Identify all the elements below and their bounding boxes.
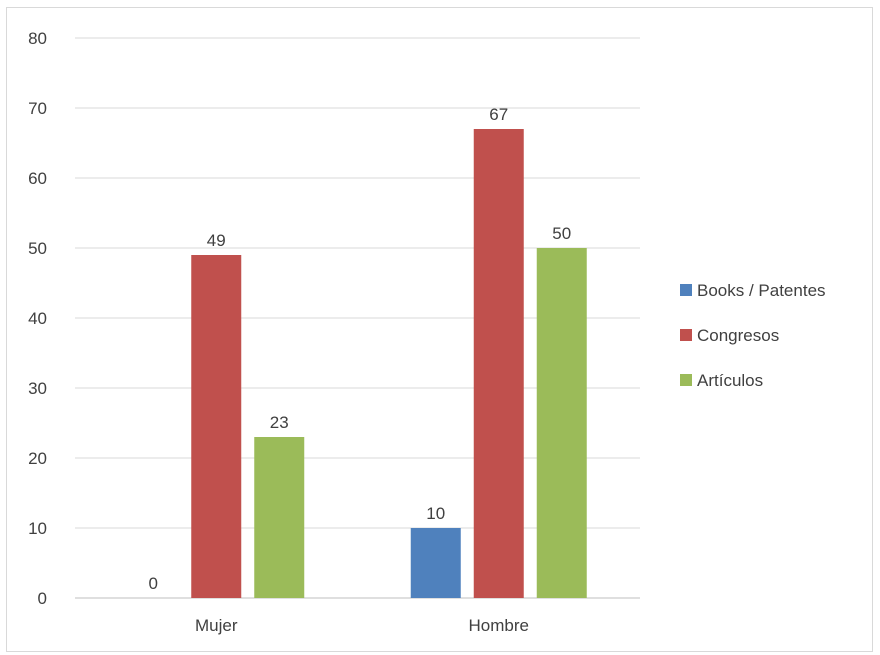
y-axis-tick-labels: 0 10 20 30 40 50 60 70 80: [28, 29, 47, 608]
y-tick-label: 20: [28, 449, 47, 468]
data-label: 67: [489, 105, 508, 124]
y-tick-label: 30: [28, 379, 47, 398]
chart-frame: [6, 7, 873, 652]
y-tick-label: 50: [28, 239, 47, 258]
data-label: 49: [207, 231, 226, 250]
bar: [191, 255, 242, 598]
y-tick-label: 40: [28, 309, 47, 328]
x-tick-label: Mujer: [195, 616, 238, 635]
bar: [254, 437, 305, 598]
legend-swatch: [680, 374, 692, 386]
data-label: 10: [426, 504, 445, 523]
legend-item: Congresos: [680, 326, 779, 345]
y-tick-label: 70: [28, 99, 47, 118]
bar: [410, 528, 461, 598]
legend-label: Congresos: [697, 326, 779, 345]
x-tick-label: Hombre: [469, 616, 529, 635]
data-label: 0: [149, 574, 158, 593]
legend-item: Artículos: [680, 371, 763, 390]
data-label: 23: [270, 413, 289, 432]
bars: [191, 129, 587, 598]
legend: Books / Patentes Congresos Artículos: [680, 281, 826, 390]
legend-item: Books / Patentes: [680, 281, 826, 300]
legend-swatch: [680, 284, 692, 296]
legend-swatch: [680, 329, 692, 341]
y-tick-label: 0: [38, 589, 47, 608]
legend-label: Artículos: [697, 371, 763, 390]
x-axis-tick-labels: Mujer Hombre: [195, 616, 529, 635]
data-labels: 0 49 23 10 67 50: [149, 105, 572, 593]
y-tick-label: 60: [28, 169, 47, 188]
bar: [473, 129, 524, 598]
y-tick-label: 80: [28, 29, 47, 48]
y-tick-label: 10: [28, 519, 47, 538]
bar: [536, 248, 587, 598]
data-label: 50: [552, 224, 571, 243]
legend-label: Books / Patentes: [697, 281, 826, 300]
